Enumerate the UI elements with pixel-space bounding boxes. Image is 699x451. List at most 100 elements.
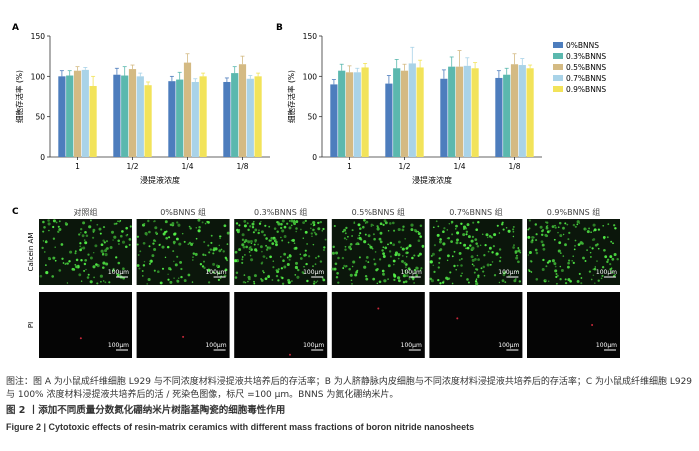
live-cell (491, 261, 494, 263)
live-cell (462, 233, 466, 237)
live-cell (384, 221, 388, 225)
live-cell (455, 224, 458, 228)
bar (393, 68, 401, 157)
x-tick-label: 1/8 (508, 162, 520, 171)
live-cell (260, 220, 262, 223)
live-cell (475, 242, 478, 245)
live-cell (486, 263, 490, 267)
live-cell (527, 228, 530, 231)
live-cell (154, 226, 158, 230)
live-cell (291, 280, 293, 282)
live-cell (611, 257, 615, 261)
y-tick-label: 100 (31, 72, 46, 81)
live-cell (110, 230, 115, 234)
x-tick-label: 1 (347, 162, 352, 171)
live-cell (311, 235, 313, 238)
live-cell (187, 243, 190, 245)
live-cell (64, 263, 67, 265)
live-cell (148, 230, 151, 234)
live-cell (108, 281, 111, 284)
live-cell (204, 254, 207, 257)
live-cell (357, 237, 359, 240)
live-cell (343, 237, 346, 240)
live-cell (88, 225, 92, 229)
live-cell (568, 231, 571, 235)
live-cell (535, 239, 538, 242)
bar (448, 66, 456, 157)
live-cell (248, 251, 251, 253)
figure-title-en: Figure 2 | Cytotoxic effects of resin-ma… (6, 422, 475, 432)
live-cell (451, 255, 454, 258)
live-cell (486, 236, 489, 239)
live-cell (378, 280, 382, 284)
live-cell (197, 218, 201, 222)
live-cell (296, 275, 300, 279)
live-cell (554, 226, 557, 229)
row-label-calcein: Calcein AM (27, 233, 35, 272)
live-cell (214, 247, 218, 251)
live-cell (574, 239, 577, 242)
live-cell (48, 229, 50, 232)
live-cell (286, 256, 289, 259)
panel-label: C (12, 207, 19, 217)
live-cell (576, 279, 580, 283)
live-cell (281, 239, 284, 242)
live-cell (78, 273, 82, 277)
live-cell (204, 222, 207, 225)
live-cell (397, 276, 401, 280)
live-cell (579, 241, 583, 245)
scale-bar-label: 100μm (303, 269, 324, 276)
y-tick-label: 150 (303, 32, 318, 41)
live-cell (190, 243, 194, 246)
chart-b: B 0 50 100 150 细胞存活率 (%) 1 1/2 1/4 1/8 浸提液浓度 (276, 23, 542, 185)
live-cell (248, 247, 252, 250)
live-cell (354, 273, 358, 277)
bar (238, 64, 247, 157)
live-cell (592, 238, 596, 241)
live-cell (475, 268, 479, 271)
live-cell (331, 251, 335, 255)
live-cell (408, 277, 411, 280)
live-cell (591, 247, 594, 250)
legend-label: 0.9%BNNS (566, 85, 606, 94)
live-cell (574, 225, 577, 228)
live-cell (310, 223, 313, 226)
live-cell (272, 260, 275, 262)
live-cell (498, 281, 501, 284)
live-cell (128, 238, 132, 241)
live-cell (545, 221, 549, 224)
live-cell (238, 224, 241, 227)
live-cell (451, 222, 453, 225)
dead-cell (456, 317, 459, 320)
live-cell (489, 263, 492, 266)
live-cell (542, 258, 545, 262)
live-cell (47, 219, 50, 222)
live-cell (336, 271, 339, 275)
live-cell (153, 220, 156, 223)
live-cell (431, 252, 435, 256)
live-cell (410, 228, 414, 232)
live-cell (171, 222, 175, 225)
live-cell (517, 260, 520, 264)
live-cell (243, 224, 247, 228)
live-cell (387, 264, 391, 268)
live-cell (265, 257, 268, 259)
legend-swatch (553, 86, 563, 92)
live-cell (404, 280, 408, 283)
live-cell (515, 256, 519, 260)
live-cell (174, 263, 178, 267)
live-cell (572, 261, 575, 265)
x-axis-label: 浸提液浓度 (140, 175, 180, 185)
live-cell (286, 262, 290, 267)
live-cell (437, 225, 440, 228)
y-tick-label: 50 (35, 113, 45, 122)
live-cell (545, 234, 549, 238)
figure-note: 图注：图 A 为小鼠成纤维细胞 L929 与不同浓度材料浸提液共培养后的存活率；… (6, 377, 693, 400)
live-cell (547, 280, 550, 282)
live-cell (322, 278, 326, 282)
live-cell (467, 281, 470, 284)
live-cell (376, 227, 380, 231)
live-cell (559, 234, 563, 238)
live-cell (52, 219, 56, 223)
live-cell (456, 238, 459, 242)
